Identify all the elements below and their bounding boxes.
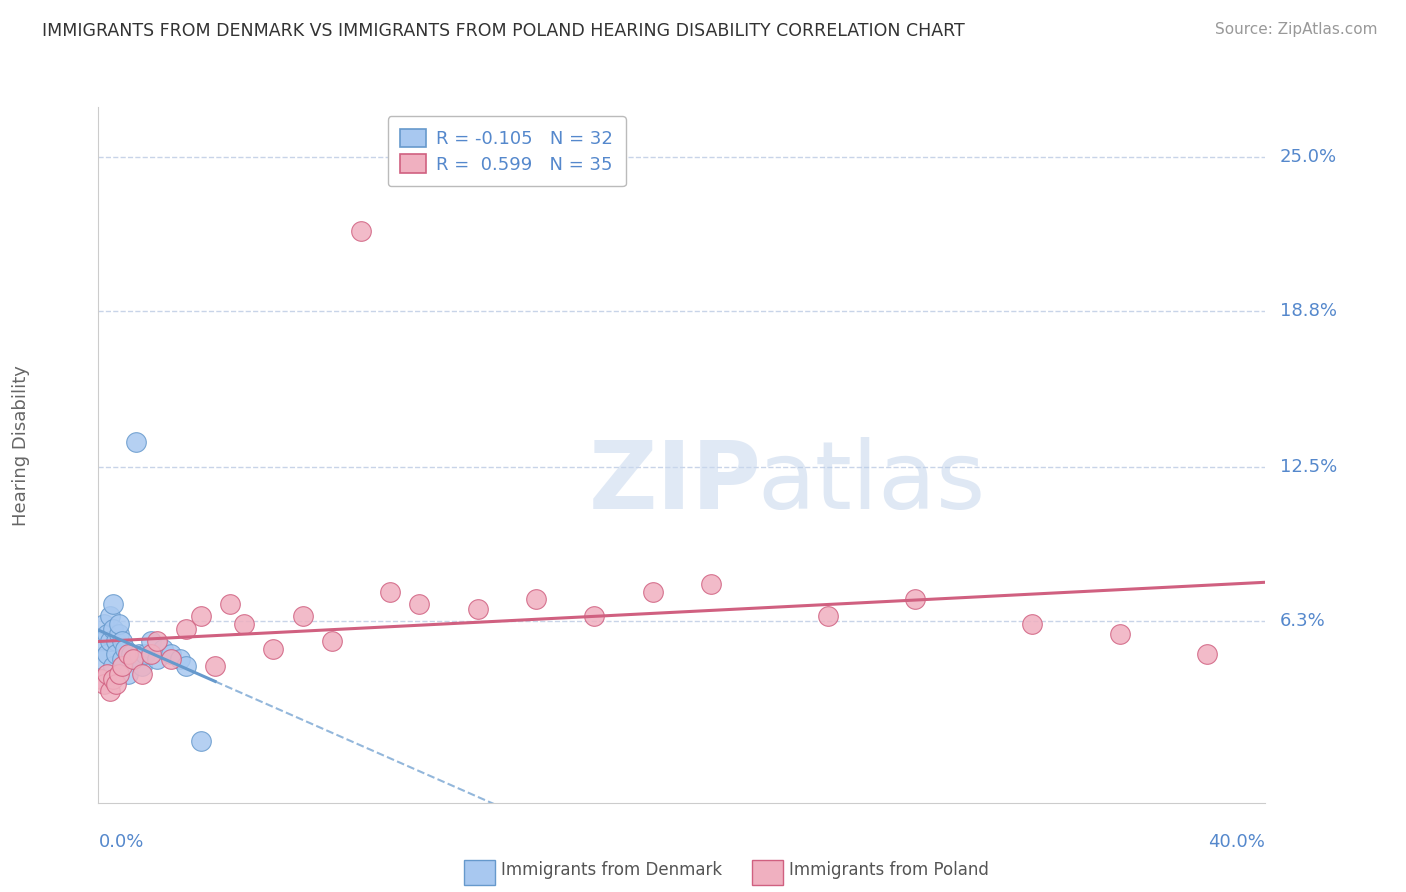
Point (204, 659, 226, 673)
Text: 25.0%: 25.0% (1279, 148, 1337, 166)
Text: Source: ZipAtlas.com: Source: ZipAtlas.com (1215, 22, 1378, 37)
Point (190, 733, 212, 747)
Point (122, 651, 145, 665)
Text: 18.8%: 18.8% (1279, 301, 1337, 320)
Text: 6.3%: 6.3% (1279, 613, 1326, 631)
Point (160, 651, 183, 665)
Point (904, 592, 927, 607)
Point (111, 651, 134, 665)
Point (583, 609, 606, 624)
Point (131, 666, 153, 681)
Point (98, 634, 121, 648)
Point (93, 676, 115, 690)
Text: Immigrants from Poland: Immigrants from Poland (789, 861, 988, 879)
Point (1195, 647, 1218, 661)
Point (93, 672, 115, 686)
Legend: R = -0.105   N = 32, R =  0.599   N = 35: R = -0.105 N = 32, R = 0.599 N = 35 (388, 116, 626, 186)
Text: Hearing Disability: Hearing Disability (13, 366, 30, 526)
Text: Immigrants from Denmark: Immigrants from Denmark (501, 861, 721, 879)
Point (128, 647, 150, 661)
Point (108, 666, 131, 681)
Point (817, 609, 839, 624)
Point (139, 634, 162, 648)
Point (146, 651, 169, 665)
Point (1108, 627, 1130, 641)
Point (101, 622, 124, 636)
Point (114, 641, 136, 656)
Point (111, 634, 134, 648)
Point (98, 684, 121, 698)
Point (108, 627, 131, 641)
Text: 12.5%: 12.5% (1279, 458, 1337, 476)
Point (93, 616, 115, 631)
Point (125, 435, 148, 450)
Point (104, 647, 127, 661)
Text: 0.0%: 0.0% (98, 832, 143, 851)
Point (291, 609, 314, 624)
Point (120, 647, 142, 661)
Point (700, 577, 723, 591)
Point (98, 609, 121, 624)
Point (90, 651, 112, 665)
Point (152, 641, 174, 656)
Point (1021, 616, 1043, 631)
Point (101, 659, 124, 673)
Point (96, 666, 118, 681)
Point (233, 616, 256, 631)
Point (218, 597, 240, 611)
Point (108, 616, 131, 631)
Point (139, 647, 162, 661)
Point (122, 651, 145, 665)
Point (101, 597, 124, 611)
Point (174, 659, 197, 673)
Point (146, 634, 169, 648)
Text: atlas: atlas (758, 437, 986, 529)
Point (378, 584, 402, 599)
Point (134, 647, 156, 661)
Point (641, 584, 664, 599)
Point (117, 647, 139, 661)
Point (101, 672, 124, 686)
Point (96, 627, 118, 641)
Point (111, 659, 134, 673)
Point (169, 651, 191, 665)
Text: IMMIGRANTS FROM DENMARK VS IMMIGRANTS FROM POLAND HEARING DISABILITY CORRELATION: IMMIGRANTS FROM DENMARK VS IMMIGRANTS FR… (42, 22, 965, 40)
Point (262, 641, 284, 656)
Text: ZIP: ZIP (589, 437, 762, 529)
Point (96, 647, 118, 661)
Point (104, 676, 127, 690)
Point (90, 634, 112, 648)
Point (350, 224, 373, 238)
Point (160, 647, 183, 661)
Point (190, 609, 212, 624)
Point (104, 634, 127, 648)
Point (131, 659, 153, 673)
Point (117, 666, 139, 681)
Point (408, 597, 430, 611)
Point (321, 634, 343, 648)
Point (174, 622, 197, 636)
Point (524, 592, 547, 607)
Point (467, 602, 489, 616)
Text: 40.0%: 40.0% (1209, 832, 1265, 851)
Point (90, 672, 112, 686)
